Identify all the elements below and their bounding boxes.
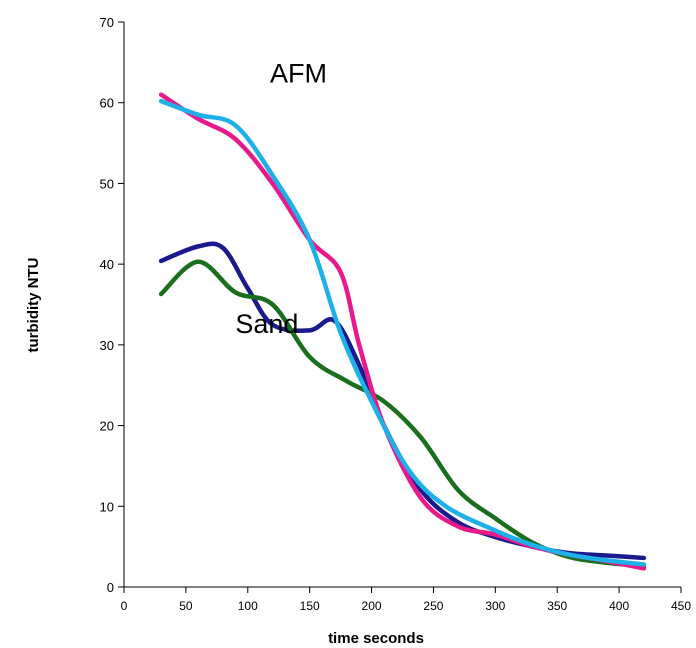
annotation-label: Sand xyxy=(235,309,298,339)
x-tick-label: 450 xyxy=(671,599,691,613)
y-tick-label: 50 xyxy=(100,176,114,191)
x-tick-label: 300 xyxy=(485,599,505,613)
y-tick-label: 30 xyxy=(100,338,114,353)
series-line-magenta xyxy=(158,92,647,571)
series-line-cyan xyxy=(158,98,647,567)
x-tick-label: 200 xyxy=(362,599,382,613)
y-tick-label: 70 xyxy=(100,15,114,30)
x-tick-label: 350 xyxy=(547,599,567,613)
x-tick-label: 100 xyxy=(238,599,258,613)
y-ticks: 0 10 20 30 40 50 60 70 xyxy=(100,15,124,595)
annotations: AFM Sand xyxy=(235,59,327,339)
x-tick-label: 150 xyxy=(300,599,320,613)
series-group xyxy=(158,92,647,571)
y-axis-title: turbidity NTU xyxy=(25,258,42,353)
x-tick-label: 50 xyxy=(179,599,193,613)
y-tick-label: 0 xyxy=(107,580,114,595)
y-tick-label: 10 xyxy=(100,499,114,514)
x-axis-title: time seconds xyxy=(328,630,424,647)
annotation-label: AFM xyxy=(270,59,327,89)
y-tick-label: 20 xyxy=(100,419,114,434)
x-tick-label: 250 xyxy=(423,599,443,613)
y-tick-label: 60 xyxy=(100,96,114,111)
y-tick-label: 40 xyxy=(100,257,114,272)
axes xyxy=(123,22,681,588)
x-tick-label: 400 xyxy=(609,599,629,613)
x-tick-label: 0 xyxy=(121,599,128,613)
x-ticks: 0 50 100 150 200 250 300 350 400 450 xyxy=(121,587,691,613)
series-line-green xyxy=(158,259,647,569)
